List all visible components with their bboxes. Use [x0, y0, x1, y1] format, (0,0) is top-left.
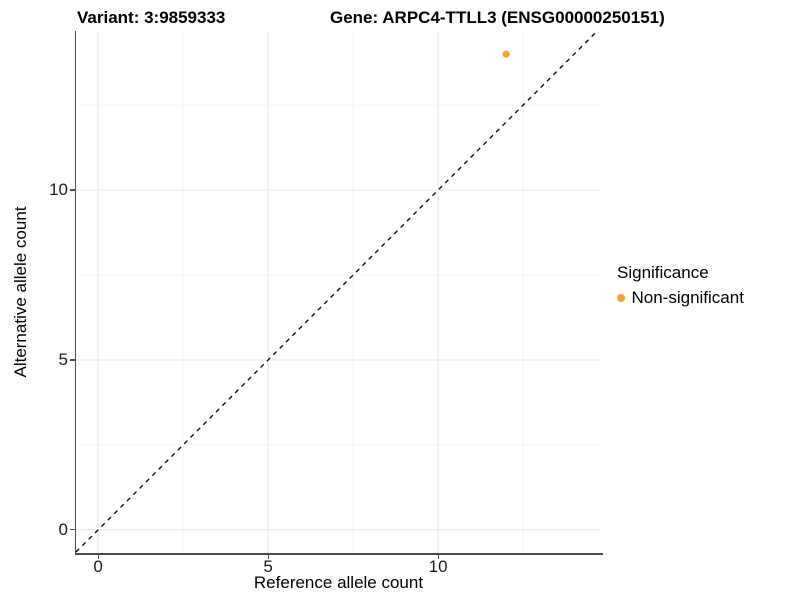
data-point: [502, 50, 510, 58]
x-tick-mark: [437, 554, 439, 559]
identity-reference-line: [75, 30, 598, 553]
y-axis-line: [74, 31, 76, 555]
plot-panel: [75, 30, 601, 553]
legend-point-icon: [617, 294, 625, 302]
y-tick-label: 10: [49, 180, 68, 200]
y-tick-mark: [70, 529, 75, 531]
y-axis-title-text: Alternative allele count: [11, 206, 30, 378]
y-tick-mark: [70, 189, 75, 191]
legend-item-label: Non-significant: [631, 288, 744, 307]
legend-item-non-significant: Non-significant: [617, 288, 744, 308]
x-axis-title: Reference allele count: [253, 573, 424, 592]
x-tick-label: 10: [428, 557, 448, 576]
chart-title-gene: Gene: ARPC4-TTLL3 (ENSG00000250151): [330, 8, 665, 27]
chart-title-variant: Variant: 3:9859333: [77, 8, 226, 27]
plot-canvas: [75, 30, 601, 553]
x-tick-mark: [267, 554, 269, 559]
y-tick-mark: [70, 359, 75, 361]
legend-title: Significance: [617, 263, 709, 282]
x-axis-line: [74, 553, 603, 555]
y-tick-label: 5: [58, 349, 68, 369]
x-tick-label: 0: [93, 557, 103, 576]
y-tick-label: 0: [58, 519, 68, 539]
x-tick-mark: [97, 554, 99, 559]
x-tick-label: 5: [263, 557, 273, 576]
legend: Significance Non-significant: [617, 263, 744, 308]
